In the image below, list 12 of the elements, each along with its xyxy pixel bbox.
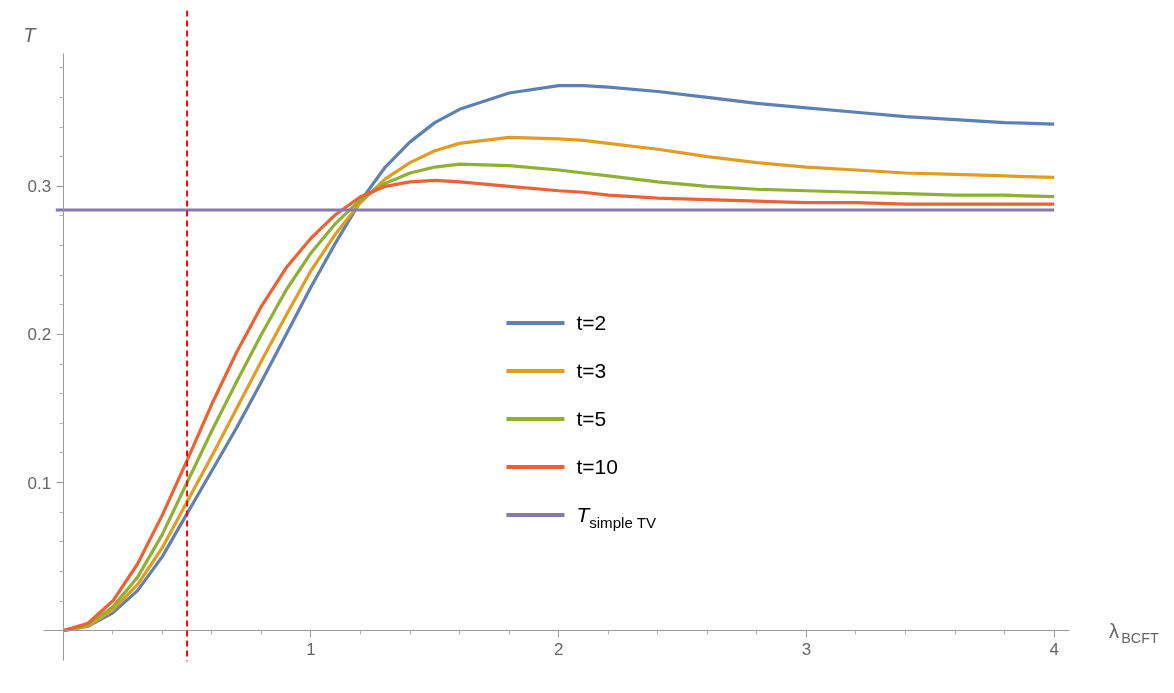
legend-label: t=10 [576, 455, 618, 479]
x-tick-label: 1 [306, 639, 316, 659]
x-tick-label: 3 [801, 639, 812, 659]
x-tick-label: 2 [553, 639, 564, 659]
y-tick-label: 0.3 [27, 177, 52, 197]
x-tick-label: 4 [1049, 639, 1059, 659]
y-tick-label: 0.2 [27, 325, 52, 345]
legend-label: t=5 [576, 407, 607, 431]
y-axis-title: T [23, 24, 38, 47]
legend-label: t=3 [576, 359, 607, 383]
y-tick-label: 0.1 [27, 473, 52, 493]
legend-label: t=2 [576, 311, 607, 335]
